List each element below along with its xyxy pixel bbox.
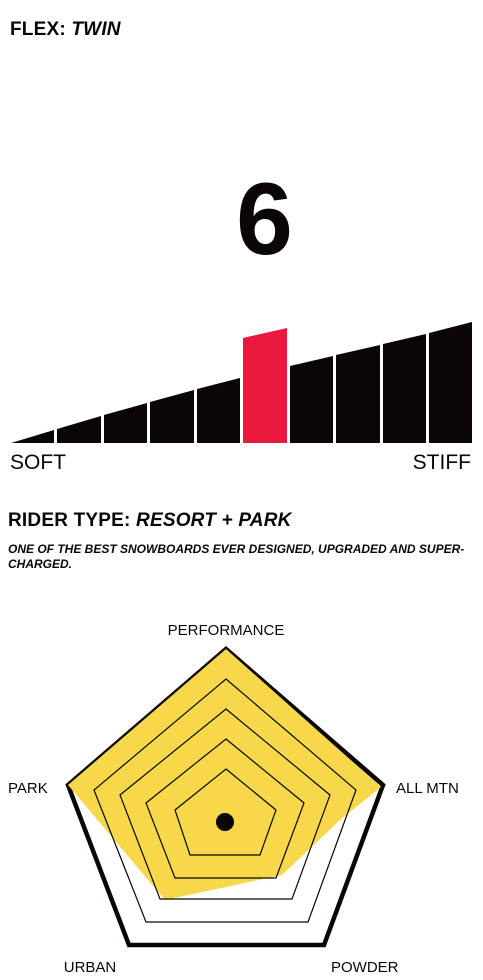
radar-center-dot xyxy=(216,813,234,831)
rider-radar-chart: PERFORMANCE ALL MTN POWDER URBAN PARK xyxy=(8,622,459,976)
scale-stiff-label: STIFF xyxy=(412,451,471,474)
scale-soft-label: SOFT xyxy=(10,451,66,474)
radar-axis-urban: URBAN xyxy=(64,959,117,976)
radar-ring-4 xyxy=(93,678,357,923)
radar-profile-area xyxy=(68,649,381,900)
rider-type-heading: RIDER TYPE: RESORT + PARK xyxy=(8,510,292,532)
flex-segment-5 xyxy=(197,378,240,443)
flex-segment-3 xyxy=(104,403,147,443)
flex-segment-8 xyxy=(336,345,380,443)
flex-rating-number: 6 xyxy=(236,162,293,276)
radar-outer-frame xyxy=(65,646,386,948)
flex-segment-9 xyxy=(383,334,426,443)
radar-axis-powder: POWDER xyxy=(331,959,399,976)
radar-ring-3 xyxy=(119,708,331,900)
flex-heading-value: TWIN xyxy=(71,19,121,40)
radar-ring-2 xyxy=(145,738,305,879)
flex-heading-label: FLEX: xyxy=(10,19,66,40)
radar-axis-performance: PERFORMANCE xyxy=(168,622,285,639)
flex-segment-7 xyxy=(290,356,333,443)
flex-segment-10 xyxy=(429,322,472,443)
flex-segment-2 xyxy=(57,416,101,443)
flex-segment-6-selected xyxy=(243,328,287,443)
rider-type-heading-label: RIDER TYPE: xyxy=(8,510,131,531)
rider-type-description: ONE OF THE BEST SNOWBOARDS EVER DESIGNED… xyxy=(8,542,465,571)
radar-axis-all-mtn: ALL MTN xyxy=(396,780,459,797)
radar-ring-1 xyxy=(174,768,277,856)
flex-segment-4 xyxy=(150,390,194,443)
flex-segment-1 xyxy=(11,430,54,443)
flex-heading: FLEX: TWIN xyxy=(10,19,121,41)
flex-meter xyxy=(11,322,472,443)
radar-axis-park: PARK xyxy=(8,780,48,797)
rider-type-heading-value: RESORT + PARK xyxy=(136,510,292,531)
